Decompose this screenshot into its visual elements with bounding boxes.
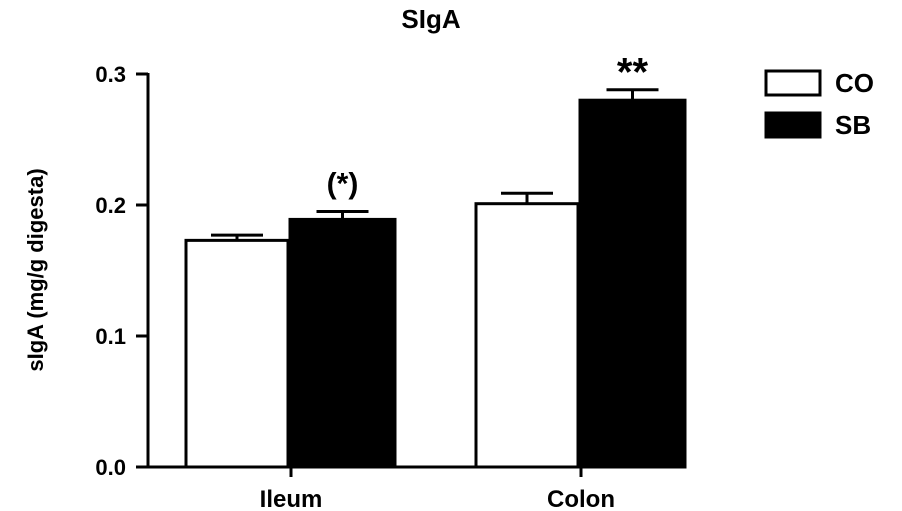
y-axis-label: sIgA (mg/g digesta): [23, 168, 48, 371]
y-tick-label: 0.0: [95, 455, 126, 480]
legend-swatch-sb: [764, 111, 822, 139]
bars: [184, 98, 687, 469]
legend-swatch-co: [764, 69, 822, 97]
bar-co-colon: [474, 202, 580, 469]
y-axis: 0.0 0.1 0.2 0.3: [95, 62, 150, 480]
bar-sb-colon: [578, 98, 687, 469]
x-tick-label: Colon: [547, 486, 615, 511]
y-tick-label: 0.1: [95, 324, 126, 349]
legend-label-sb: SB: [835, 110, 871, 140]
bar-sb-ileum: [288, 217, 397, 469]
significance-marker: **: [617, 51, 649, 95]
significance-marker: (*): [327, 168, 359, 201]
y-tick-label: 0.3: [95, 62, 126, 87]
legend-label-co: CO: [835, 68, 874, 98]
annotations: (*) **: [327, 51, 649, 201]
x-tick-label: Ileum: [260, 486, 323, 511]
legend: CO SB: [764, 68, 874, 140]
chart-title: SIgA: [401, 4, 460, 34]
y-tick-label: 0.2: [95, 193, 126, 218]
error-bars: [211, 88, 659, 241]
bar-co-ileum: [184, 238, 290, 469]
x-axis: Ileum Colon: [147, 465, 678, 511]
